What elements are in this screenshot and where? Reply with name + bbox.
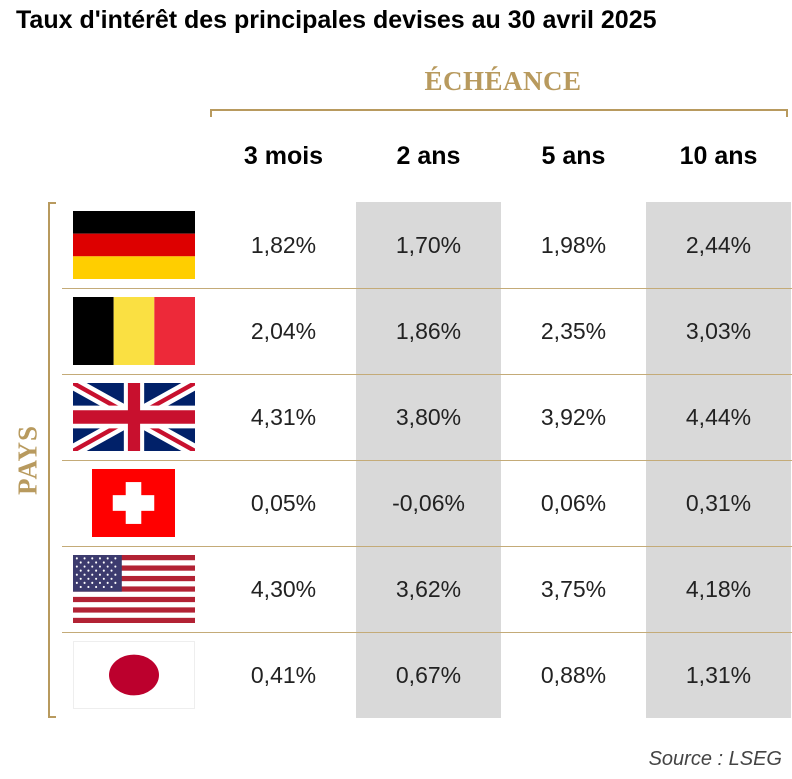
table-cell: 3,92% [540,404,607,430]
table-cell: 0,31% [685,490,752,516]
table-cell: 0,88% [540,662,607,688]
row-group-bracket [48,202,56,718]
table-cell: 4,31% [250,404,317,430]
table-cell: 4,30% [250,576,317,602]
chart-title: Taux d'intérêt des principales devises a… [16,6,657,34]
belgium-flag-icon [73,297,195,365]
table-cell: -0,06% [392,490,465,516]
source-note: Source : LSEG [648,748,782,770]
table-cell: 0,06% [540,490,607,516]
column-header: 10 ans [679,142,758,170]
row-divider [62,288,792,289]
table-cell: 2,44% [685,232,752,258]
table-cell: 4,18% [685,576,752,602]
japan-flag-icon [73,641,195,709]
table-cell: 3,03% [685,318,752,344]
germany-flag-icon [73,211,195,279]
row-group-label: PAYS [12,424,43,496]
table-cell: 0,05% [250,490,317,516]
table-cell: 1,82% [250,232,317,258]
table-cell: 3,62% [395,576,462,602]
table-cell: 2,04% [250,318,317,344]
row-divider [62,460,792,461]
united-states-flag-icon [73,555,195,623]
column-header: 3 mois [243,142,324,170]
table-cell: 1,98% [540,232,607,258]
table-cell: 4,44% [685,404,752,430]
column-group-label: ÉCHÉANCE [424,66,582,96]
switzerland-flag-icon [92,469,175,537]
table-cell: 0,67% [395,662,462,688]
table-cell: 1,86% [395,318,462,344]
table-cell: 1,31% [685,662,752,688]
row-divider [62,546,792,547]
column-header: 2 ans [396,142,461,170]
table-cell: 2,35% [540,318,607,344]
column-group-bracket [210,109,788,117]
column-header: 5 ans [541,142,606,170]
table-cell: 3,80% [395,404,462,430]
united-kingdom-flag-icon [73,383,195,451]
row-divider [62,374,792,375]
table-cell: 3,75% [540,576,607,602]
table-cell: 1,70% [395,232,462,258]
row-divider [62,632,792,633]
table-cell: 0,41% [250,662,317,688]
